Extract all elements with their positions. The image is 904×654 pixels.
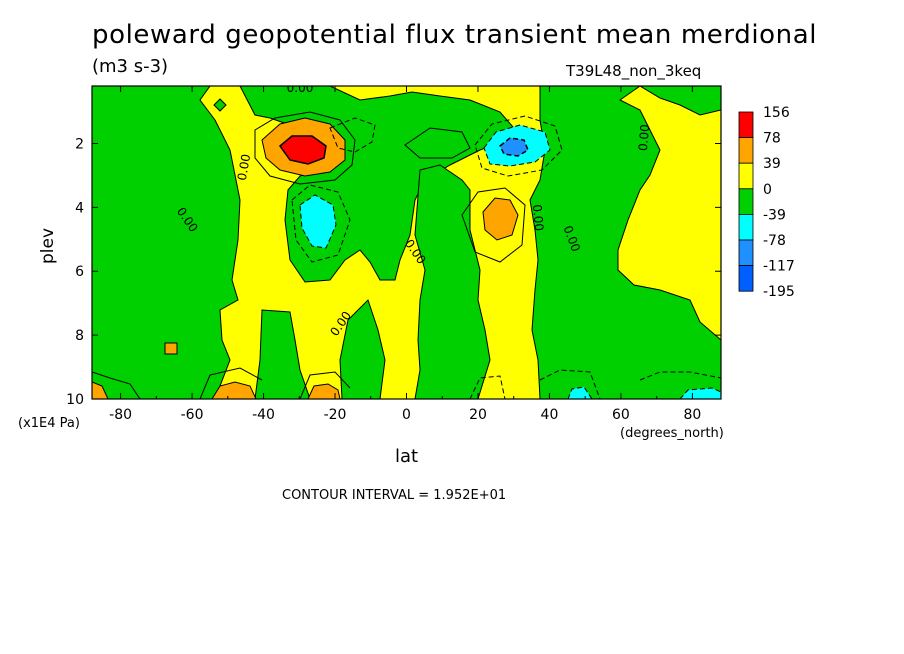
field-negative-moderate-sfc-1 bbox=[567, 386, 593, 399]
y-tick-label: 10 bbox=[66, 392, 84, 408]
zero-contour-label: 0.00 bbox=[287, 81, 314, 95]
y-tick-label: 6 bbox=[75, 264, 84, 280]
contour-line bbox=[639, 371, 721, 381]
x-tick-label: -60 bbox=[181, 407, 204, 423]
x-axis-unit: (degrees_north) bbox=[620, 426, 724, 441]
x-axis: -80 -60 -40 -20 0 20 40 60 80 bbox=[109, 86, 701, 423]
x-tick-label: -80 bbox=[109, 407, 132, 423]
contour-interval-note: CONTOUR INTERVAL = 1.952E+01 bbox=[282, 488, 507, 503]
y-axis-unit: (x1E4 Pa) bbox=[18, 416, 80, 431]
zero-contour-label: 0.00 bbox=[636, 124, 652, 152]
contour-line bbox=[199, 367, 263, 399]
y-tick-label: 2 bbox=[75, 136, 84, 152]
field-negative-weak-east bbox=[529, 86, 721, 399]
colorbar-swatch bbox=[738, 265, 754, 292]
field-negative-moderate-sfc-2 bbox=[679, 387, 721, 399]
chart-title: poleward geopotential flux transient mea… bbox=[92, 20, 818, 50]
field-positive-moderate-north-max bbox=[482, 197, 519, 241]
y-tick-label: 8 bbox=[75, 328, 84, 344]
colorbar-swatch bbox=[738, 188, 754, 215]
field-positive-moderate-sfc-1 bbox=[211, 381, 257, 399]
x-tick-label: 0 bbox=[402, 407, 411, 423]
colorbar-label: -117 bbox=[763, 259, 795, 275]
contour-line bbox=[469, 375, 506, 399]
field-positive-moderate-small bbox=[164, 342, 178, 355]
zero-contour-label: 0.00 bbox=[530, 204, 546, 232]
y-tick-label: 4 bbox=[75, 200, 84, 216]
field-negative-weak-ne bbox=[639, 86, 721, 116]
colorbar: 156 78 39 0 -39 -78 -117 -195 bbox=[738, 105, 795, 300]
contour-line bbox=[92, 371, 141, 399]
contour-line bbox=[461, 187, 526, 263]
field-negative-weak-sw bbox=[339, 299, 386, 399]
field-negative-weak-mid bbox=[414, 164, 491, 399]
contour-line bbox=[299, 371, 351, 399]
x-tick-label: 20 bbox=[469, 407, 487, 423]
plot-area: 0.000.000.000.000.000.000.000.00 bbox=[92, 81, 721, 399]
colorbar-swatch bbox=[738, 213, 754, 241]
x-tick-label: 40 bbox=[541, 407, 559, 423]
contour-line bbox=[329, 117, 376, 153]
y-axis: 2 4 6 8 10 bbox=[66, 136, 721, 408]
colorbar-label: 156 bbox=[763, 105, 790, 121]
x-tick-label: 80 bbox=[683, 407, 701, 423]
colorbar-label: -78 bbox=[763, 233, 786, 249]
contour-line bbox=[404, 127, 471, 159]
x-tick-label: -20 bbox=[324, 407, 347, 423]
chart-units: (m3 s-3) bbox=[92, 56, 169, 77]
field-positive-strong-max bbox=[278, 135, 327, 165]
contour-line bbox=[291, 184, 351, 263]
field-positive-moderate-sfc-2 bbox=[307, 383, 341, 399]
field-negative-moderate-south-min bbox=[299, 194, 337, 249]
colorbar-swatch bbox=[738, 239, 754, 267]
colorbar-label: -195 bbox=[763, 284, 795, 300]
field-negative-strong-min bbox=[499, 137, 529, 157]
colorbar-label: 39 bbox=[763, 156, 781, 172]
x-tick-label: -40 bbox=[252, 407, 275, 423]
contour-line bbox=[539, 369, 601, 399]
colorbar-swatch bbox=[738, 162, 754, 190]
colorbar-label: 78 bbox=[763, 131, 781, 147]
x-tick-label: 60 bbox=[612, 407, 630, 423]
field-negative-weak-blob bbox=[213, 98, 227, 112]
colorbar-swatch bbox=[738, 137, 754, 164]
zero-contour-label: 0.00 bbox=[235, 153, 253, 182]
colorbar-label: -39 bbox=[763, 207, 786, 223]
x-axis-label: lat bbox=[395, 446, 419, 467]
field-negative-weak-south bbox=[254, 309, 311, 399]
run-name: T39L48_non_3keq bbox=[566, 62, 702, 80]
contour-line bbox=[254, 111, 356, 185]
colorbar-label: 0 bbox=[763, 182, 772, 198]
field-positive-moderate-sfc-3 bbox=[92, 381, 109, 399]
colorbar-swatch bbox=[738, 111, 754, 139]
